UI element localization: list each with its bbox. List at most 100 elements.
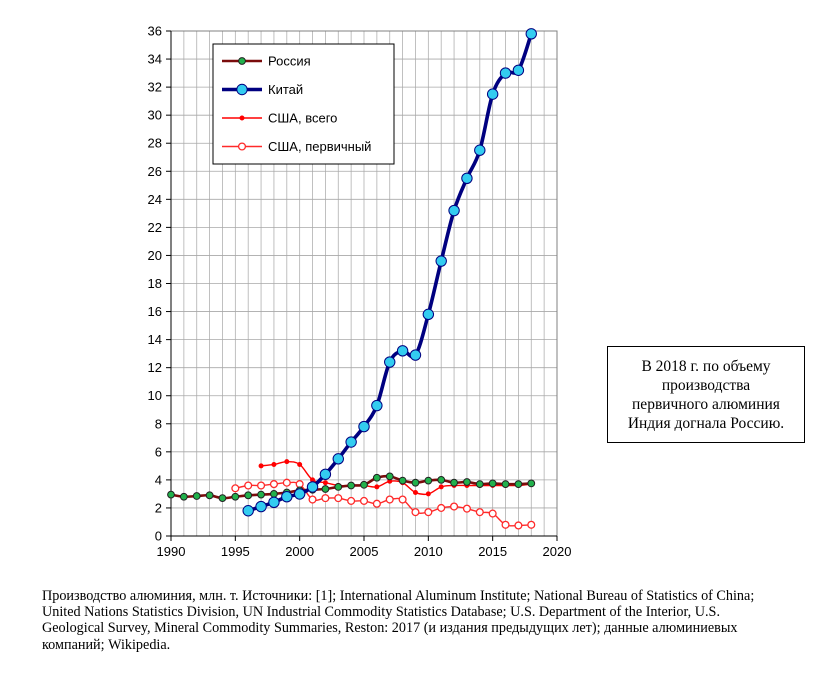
data-point-russia [167, 490, 175, 499]
data-point-usa-total [258, 463, 264, 469]
data-point-russia [218, 494, 227, 503]
data-point-russia [270, 490, 278, 498]
data-point-usa-primary [450, 502, 459, 511]
data-point-china [371, 399, 383, 412]
series-line-usa-total [260, 460, 532, 496]
x-tick-label: 2020 [543, 544, 572, 559]
data-point-usa-primary [359, 496, 369, 505]
data-point-russia [437, 475, 446, 484]
legend-marker-usa-primary [237, 142, 247, 151]
y-tick-label: 32 [148, 80, 162, 95]
x-tick-label: 1995 [221, 544, 250, 559]
data-point-china [358, 420, 370, 433]
data-point-usa-primary [372, 499, 381, 508]
y-tick-label: 12 [148, 360, 162, 375]
data-point-usa-primary [475, 508, 484, 517]
x-tick-label: 2000 [285, 544, 314, 559]
data-point-china [448, 204, 460, 217]
data-point-russia [450, 478, 458, 487]
x-tick-label: 1990 [157, 544, 186, 559]
data-point-china [499, 67, 512, 79]
data-point-russia [347, 481, 356, 490]
legend-marker-russia [238, 57, 246, 65]
data-point-china [525, 28, 537, 40]
y-tick-label: 24 [148, 192, 162, 207]
data-point-usa-total [374, 484, 380, 490]
data-point-russia [501, 480, 510, 488]
data-point-usa-primary [385, 495, 394, 504]
x-tick-label: 2010 [414, 544, 443, 559]
data-point-usa-primary [514, 521, 523, 530]
y-tick-label: 30 [148, 108, 162, 123]
data-point-china [461, 172, 473, 184]
data-point-china [332, 453, 344, 465]
data-point-usa-total [322, 480, 328, 486]
data-point-china [345, 436, 357, 448]
data-point-russia [192, 492, 201, 500]
data-point-usa-total [284, 459, 290, 465]
y-tick-label: 2 [155, 500, 162, 515]
y-tick-label: 6 [155, 444, 162, 459]
data-point-china [242, 505, 254, 517]
data-point-usa-primary [462, 504, 471, 513]
data-point-usa-total [271, 461, 277, 467]
data-point-usa-total [412, 490, 418, 496]
data-point-russia [514, 480, 523, 488]
data-point-usa-total [425, 491, 431, 497]
data-point-russia [475, 480, 484, 488]
y-tick-label: 20 [148, 248, 162, 263]
data-point-usa-primary [269, 480, 278, 489]
data-point-usa-total [297, 461, 303, 467]
legend-marker-china [236, 83, 248, 96]
legend-marker-usa-total [239, 115, 245, 121]
data-point-china [422, 308, 435, 321]
data-point-china [512, 64, 525, 76]
data-point-china [396, 345, 409, 357]
data-point-russia [360, 480, 368, 489]
data-point-usa-primary [321, 494, 330, 503]
data-point-usa-primary [424, 508, 433, 517]
data-point-china [486, 88, 499, 100]
y-tick-label: 34 [148, 52, 162, 67]
data-point-usa-primary [282, 478, 291, 487]
figure-caption: Производство алюминия, млн. т. Источники… [42, 588, 755, 653]
data-point-russia [385, 472, 394, 481]
data-point-china [293, 488, 306, 500]
data-point-china [409, 349, 422, 361]
y-tick-label: 18 [148, 276, 162, 291]
y-tick-label: 22 [148, 220, 162, 235]
data-point-usa-primary [347, 496, 356, 505]
x-tick-label: 2015 [478, 544, 507, 559]
data-point-usa-primary [231, 484, 240, 493]
data-point-russia [334, 483, 343, 491]
data-point-usa-primary [527, 520, 536, 529]
data-point-russia [488, 479, 497, 488]
data-point-russia [257, 490, 265, 499]
legend-label-usa-primary: США, первичный [268, 139, 371, 154]
data-point-china [319, 468, 332, 480]
data-point-usa-primary [334, 494, 343, 503]
legend-label-russia: Россия [268, 54, 311, 69]
data-point-russia [527, 479, 536, 488]
data-point-china [474, 144, 486, 156]
data-point-usa-total [438, 484, 444, 490]
data-point-usa-primary [308, 495, 317, 504]
data-point-usa-primary [398, 495, 407, 504]
y-tick-label: 14 [148, 332, 162, 347]
data-point-usa-primary [411, 508, 420, 517]
data-point-usa-primary [437, 503, 446, 512]
data-point-china [435, 255, 447, 267]
series-layer [167, 28, 537, 530]
india-annotation-box: В 2018 г. по объему производства первичн… [607, 346, 805, 443]
data-point-russia [398, 476, 407, 485]
data-point-usa-primary [488, 509, 497, 518]
data-point-russia [244, 491, 253, 500]
data-point-china [281, 491, 293, 503]
y-tick-label: 10 [148, 388, 162, 403]
data-point-china [255, 500, 267, 513]
y-tick-label: 8 [155, 416, 162, 431]
x-tick-label: 2005 [350, 544, 379, 559]
data-point-russia [424, 476, 433, 485]
data-point-russia [231, 492, 240, 501]
